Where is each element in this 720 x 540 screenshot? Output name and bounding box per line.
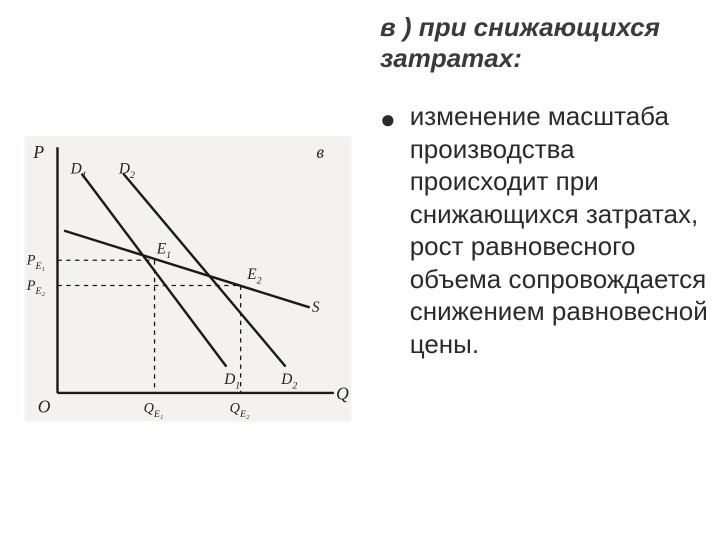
heading-line-2: затратах: — [380, 43, 660, 74]
svg-text:O: O — [38, 397, 51, 417]
slide-heading: в ) при снижающихся затратах: — [380, 12, 660, 74]
bullet-text: изменение масштаба производства происход… — [410, 100, 720, 360]
svg-text:Q: Q — [336, 384, 349, 404]
svg-text:S: S — [312, 299, 320, 316]
bullet-block: ● изменение масштаба производства происх… — [380, 100, 720, 360]
svg-text:P: P — [32, 142, 44, 162]
svg-text:в: в — [316, 142, 324, 162]
supply-demand-diagram: PQOвD1D2D1D2SE1E2PE₁PE₂QE₁QE₂ — [18, 130, 358, 430]
heading-line-1: в ) при снижающихся — [380, 12, 660, 43]
bullet-dot-icon: ● — [380, 106, 396, 132]
bullet-item: ● изменение масштаба производства происх… — [380, 100, 720, 360]
